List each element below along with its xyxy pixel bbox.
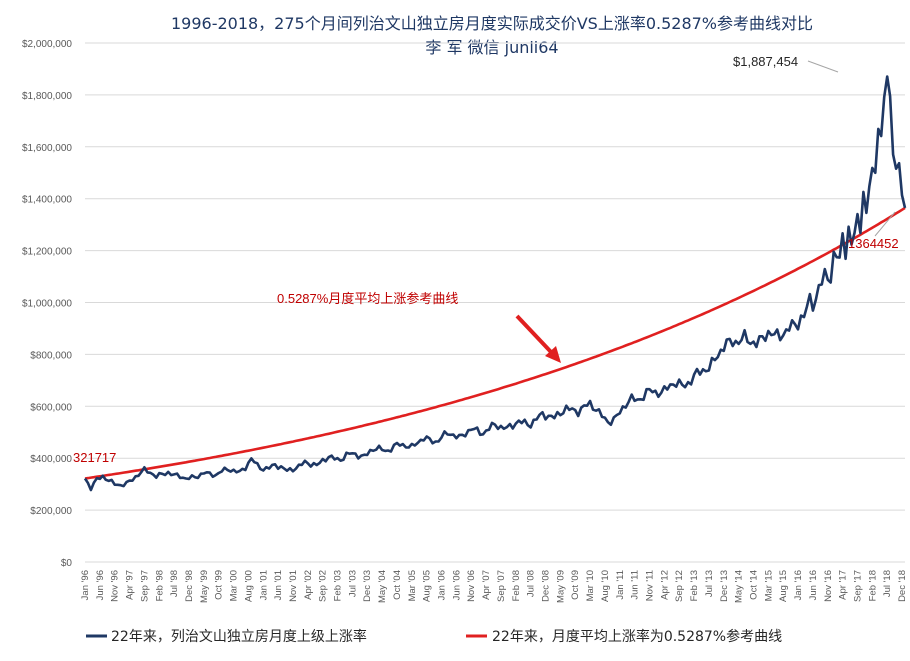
y-tick-label: $0: [61, 558, 73, 569]
x-tick-label: Sep '12: [674, 570, 685, 602]
x-tick-label: Apr '07: [481, 570, 492, 600]
x-tick-label: Jul '03: [347, 570, 358, 597]
x-tick-label: Apr '97: [125, 570, 136, 600]
x-tick-label: Apr '12: [659, 570, 670, 600]
x-tick-label: May '14: [734, 570, 745, 603]
x-tick-label: Mar '10: [585, 570, 596, 601]
x-tick-label: Dec '03: [362, 570, 373, 602]
x-tick-label: Dec '98: [184, 570, 195, 602]
x-tick-label: Nov '16: [823, 570, 834, 602]
x-tick-label: Sep '02: [318, 570, 329, 602]
chart-title: 1996-2018，275个月间列治文山独立房月度实际成交价VS上涨率0.528…: [171, 14, 813, 33]
reference-curve-line: [84, 206, 906, 480]
x-tick-label: Sep '07: [496, 570, 507, 602]
x-tick-label: Jul '98: [169, 570, 180, 597]
x-tick-label: Sep '97: [139, 570, 150, 602]
x-tick-label: Jul '13: [704, 570, 715, 597]
y-tick-label: $1,000,000: [22, 299, 72, 310]
x-axis-ticks: Jan '96 Jun '96 Nov '96 Apr '97 Sep '97 Feb '…: [80, 570, 908, 603]
x-tick-label: Jun '96: [95, 570, 106, 600]
x-tick-label: Jun '11: [630, 570, 641, 600]
x-tick-label: Oct '99: [214, 570, 225, 600]
end-value-label: 1364452: [848, 236, 899, 251]
start-value-label: 321717: [73, 450, 116, 465]
y-axis-ticks: $0 $200,000 $400,000 $600,000 $800,000 $1,000…: [22, 39, 72, 569]
x-tick-label: Feb '18: [867, 570, 878, 601]
end-leader-line: [874, 211, 896, 237]
x-tick-label: Nov '01: [288, 570, 299, 602]
x-tick-label: Nov '96: [110, 570, 121, 602]
y-tick-label: $1,600,000: [22, 143, 72, 154]
x-tick-label: Dec '08: [541, 570, 552, 602]
y-tick-label: $1,200,000: [22, 247, 72, 258]
x-tick-label: Jan '06: [437, 570, 448, 600]
rate-annotation-label: 0.5287%月度平均上涨参考曲线: [277, 291, 458, 306]
y-tick-label: $800,000: [30, 350, 72, 361]
x-tick-label: Nov '06: [466, 570, 477, 602]
x-tick-label: Jun '16: [808, 570, 819, 600]
x-tick-label: Aug '15: [778, 570, 789, 602]
x-tick-label: Jul '18: [882, 570, 893, 597]
y-tick-label: $1,400,000: [22, 195, 72, 206]
x-tick-label: May '09: [555, 570, 566, 603]
x-tick-label: Nov '11: [644, 570, 655, 601]
x-tick-label: Feb '98: [154, 570, 165, 601]
x-tick-label: Feb '03: [333, 570, 344, 601]
x-tick-label: Feb '13: [689, 570, 700, 601]
x-tick-label: Aug '00: [243, 570, 254, 602]
x-tick-label: Aug '05: [422, 570, 433, 602]
peak-value-label: $1,887,454: [733, 54, 798, 69]
actual-price-line: [83, 75, 907, 492]
y-tick-label: $1,800,000: [22, 91, 72, 102]
y-tick-label: $2,000,000: [22, 39, 72, 50]
x-tick-label: May '99: [199, 570, 210, 603]
x-tick-label: Aug '10: [600, 570, 611, 602]
x-tick-label: Apr '02: [303, 570, 314, 600]
x-tick-label: Oct '04: [392, 570, 403, 600]
grid-lines: [85, 42, 905, 563]
x-tick-label: Jun '06: [451, 570, 462, 600]
x-tick-label: Jan '11: [615, 570, 626, 600]
rate-arrow-shaft: [515, 314, 553, 354]
x-tick-label: Jan '96: [80, 570, 91, 600]
peak-leader-line: [807, 60, 839, 73]
x-tick-label: Dec '18: [897, 570, 908, 602]
x-tick-label: Jan '01: [258, 570, 269, 600]
y-tick-label: $200,000: [30, 506, 72, 517]
chart-subtitle: 李 军 微信 junli64: [425, 38, 558, 57]
legend-reference-label: 22年来，月度平均上涨率为0.5287%参考曲线: [492, 628, 782, 645]
x-tick-label: May '04: [377, 570, 388, 603]
y-tick-label: $600,000: [30, 402, 72, 413]
x-tick-label: Oct '09: [570, 570, 581, 600]
x-tick-label: Mar '00: [229, 570, 240, 601]
x-tick-label: Jan '16: [793, 570, 804, 600]
x-tick-label: Jun '01: [273, 570, 284, 600]
x-tick-label: Sep '17: [852, 570, 863, 602]
x-tick-label: Jul '08: [526, 570, 537, 597]
x-tick-label: Mar '15: [763, 570, 774, 601]
legend-actual-label: 22年来，列治文山独立房月度上级上涨率: [111, 628, 367, 645]
x-tick-label: Oct '14: [748, 570, 759, 600]
x-tick-label: Feb '08: [511, 570, 522, 601]
x-tick-label: Apr '17: [838, 570, 849, 600]
y-tick-label: $400,000: [30, 454, 72, 465]
x-tick-label: Dec '13: [719, 570, 730, 602]
x-tick-label: Mar '05: [407, 570, 418, 601]
rate-arrow-head: [545, 346, 561, 363]
